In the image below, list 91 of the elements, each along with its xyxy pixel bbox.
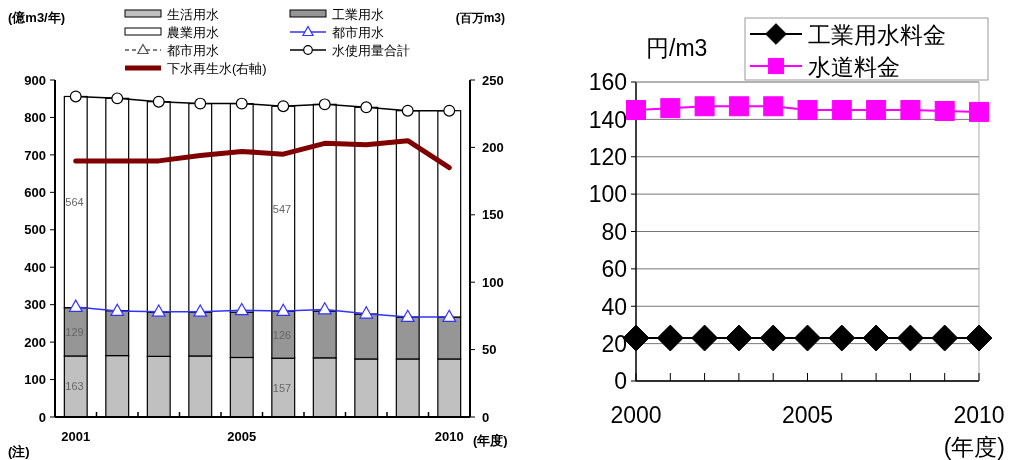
y-tick-label: 0 bbox=[38, 409, 46, 425]
x-tick-label: 2000 bbox=[610, 402, 662, 428]
y2-axis-title: (百万m3) bbox=[455, 11, 505, 25]
x-tick-label: 2010 bbox=[953, 402, 1005, 428]
point bbox=[442, 309, 457, 323]
point bbox=[193, 304, 208, 317]
point bbox=[900, 100, 921, 121]
y-tick-label: 80 bbox=[601, 218, 627, 245]
point bbox=[725, 324, 753, 352]
y-tick-label: 600 bbox=[24, 185, 46, 201]
point bbox=[866, 100, 887, 121]
point bbox=[862, 324, 890, 352]
point bbox=[69, 90, 82, 103]
y-tick-label: 200 bbox=[24, 334, 46, 350]
text: (年度) bbox=[943, 434, 1005, 460]
legend-label: 工業用水 bbox=[332, 6, 384, 22]
y-tick-label: 100 bbox=[588, 181, 627, 208]
legend-label: 工業用水料金 bbox=[808, 21, 946, 48]
point bbox=[831, 100, 852, 121]
point bbox=[317, 302, 332, 315]
point bbox=[277, 100, 290, 113]
point bbox=[797, 100, 818, 121]
legend-label: 都市用水 bbox=[167, 42, 219, 58]
y-tick-label: 100 bbox=[24, 372, 46, 388]
x-tick-label: 2005 bbox=[227, 429, 257, 444]
legend-label: 農業用水 bbox=[167, 24, 219, 40]
point bbox=[151, 304, 166, 317]
point bbox=[234, 302, 249, 316]
y2-tick-label: 200 bbox=[482, 140, 504, 156]
point bbox=[931, 324, 959, 352]
y-tick-label: 300 bbox=[24, 297, 46, 313]
data-label: 163 bbox=[65, 380, 84, 393]
point bbox=[763, 96, 784, 117]
y-tick-label: 0 bbox=[614, 368, 627, 395]
legend-label: 都市用水 bbox=[332, 24, 384, 40]
y-tick-label: 20 bbox=[601, 330, 627, 357]
text: (注) bbox=[8, 444, 30, 459]
data-label: 564 bbox=[65, 196, 84, 209]
point bbox=[360, 101, 373, 114]
legend-label: 下水再生水(右軸) bbox=[167, 60, 267, 76]
point bbox=[110, 303, 125, 317]
legend-label: 水道料金 bbox=[808, 53, 900, 80]
point bbox=[194, 97, 207, 110]
y2-tick-label: 100 bbox=[482, 274, 504, 290]
x-tick-label: 2010 bbox=[434, 429, 464, 444]
y-tick-label: 60 bbox=[601, 256, 627, 283]
x-tick-label: 2001 bbox=[61, 429, 91, 444]
point bbox=[965, 324, 993, 352]
y-tick-label: 140 bbox=[588, 106, 627, 133]
point bbox=[443, 104, 456, 117]
point bbox=[828, 324, 856, 352]
y-tick-label: 40 bbox=[601, 293, 627, 320]
point bbox=[660, 98, 681, 119]
y2-tick-label: 0 bbox=[482, 409, 490, 425]
point bbox=[359, 306, 374, 319]
point bbox=[969, 101, 989, 122]
y-tick-label: 500 bbox=[24, 222, 46, 238]
point bbox=[934, 100, 955, 121]
point bbox=[111, 92, 124, 105]
y-tick-label: 120 bbox=[588, 144, 627, 171]
y-tick-label: 900 bbox=[24, 72, 46, 88]
data-label: 157 bbox=[272, 381, 292, 394]
y-tick-label: 800 bbox=[24, 110, 46, 126]
point bbox=[694, 96, 715, 117]
point bbox=[759, 324, 787, 352]
point bbox=[896, 324, 924, 352]
y-tick-label: 700 bbox=[24, 147, 46, 163]
y2-tick-label: 250 bbox=[482, 72, 504, 88]
point bbox=[152, 95, 165, 108]
point bbox=[68, 299, 83, 312]
point bbox=[276, 303, 291, 317]
y-tick-label: 400 bbox=[24, 259, 46, 275]
point bbox=[656, 324, 684, 352]
y2-tick-label: 150 bbox=[482, 207, 504, 223]
point bbox=[401, 104, 414, 117]
x-tick-label: 2005 bbox=[781, 402, 834, 428]
y-axis-title: (億m3/年) bbox=[8, 10, 66, 25]
y-axis-title: 円/m3 bbox=[646, 35, 708, 61]
legend-label: 水使用量合計 bbox=[332, 42, 410, 58]
point bbox=[691, 324, 719, 352]
y-tick-label: 160 bbox=[588, 69, 627, 96]
point bbox=[235, 97, 248, 110]
point bbox=[728, 96, 749, 117]
data-label: 547 bbox=[272, 202, 292, 215]
point bbox=[400, 309, 415, 323]
point bbox=[794, 324, 821, 352]
point bbox=[318, 98, 331, 111]
legend-label: 生活用水 bbox=[167, 6, 219, 22]
point bbox=[626, 100, 646, 121]
text: (年度) bbox=[473, 433, 508, 448]
y2-tick-label: 50 bbox=[482, 342, 497, 358]
